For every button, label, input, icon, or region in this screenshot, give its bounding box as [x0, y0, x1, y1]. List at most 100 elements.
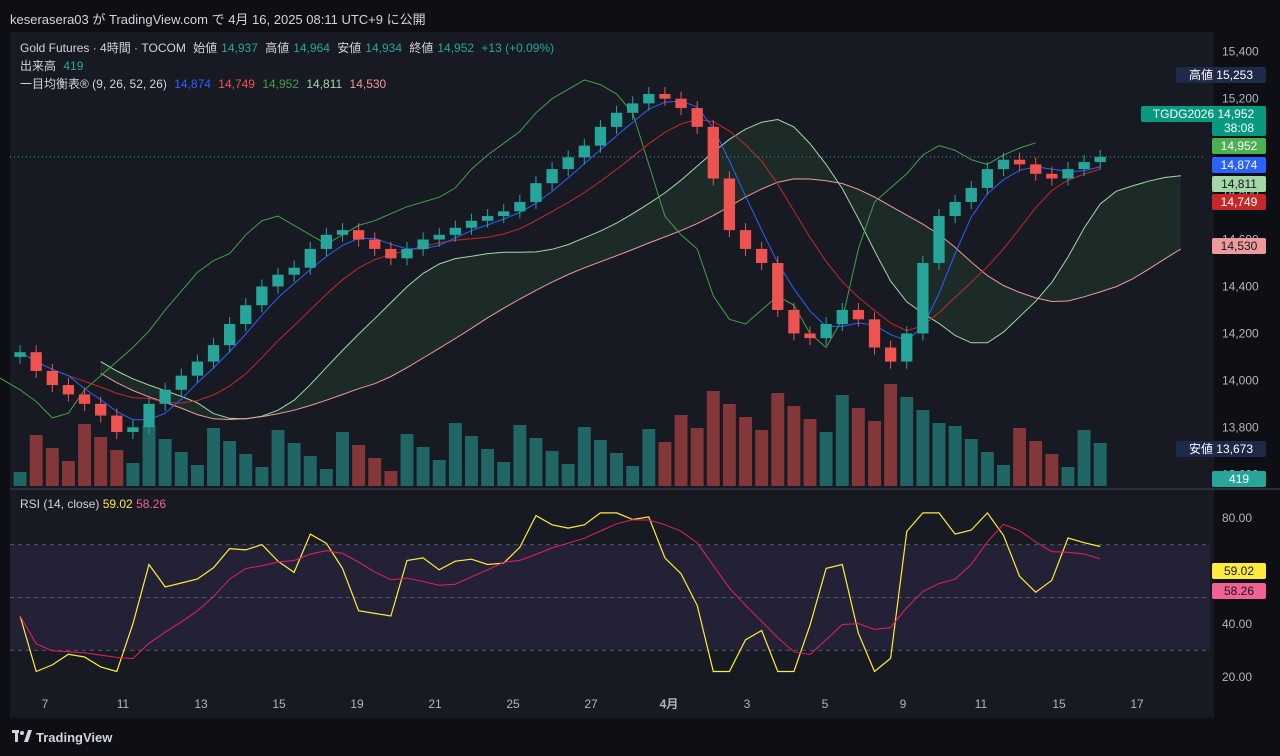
candle-body	[659, 93, 671, 99]
symbol-label[interactable]: Gold Futures · 4時間 · TOCOM	[20, 41, 186, 55]
time-tick-label: 11	[117, 697, 130, 711]
time-tick-label: 11	[975, 697, 988, 711]
kijun-value: 14,749	[218, 77, 255, 91]
candle-body	[62, 385, 75, 395]
volume-value: 419	[63, 59, 84, 73]
candle-body	[369, 239, 381, 249]
lagging-value: 14,952	[262, 77, 300, 91]
volume-bar	[174, 452, 188, 486]
rsi-ma-line	[19, 519, 1101, 660]
candle-body	[739, 230, 752, 249]
candle-body	[1046, 173, 1058, 179]
volume-bar	[239, 454, 253, 486]
candle-body	[336, 230, 349, 235]
top-bar: keserasera03 が TradingView.com で 4月 16, …	[0, 0, 1280, 32]
candle-body	[804, 333, 816, 339]
volume-bar	[884, 384, 898, 486]
volume-bar	[142, 426, 156, 486]
candle-body	[288, 267, 300, 275]
candle-body	[756, 248, 768, 263]
volume-bar	[835, 395, 849, 486]
candle-body	[159, 389, 171, 404]
price-tick-label: 13,800	[1222, 420, 1259, 434]
volume-bar	[481, 449, 495, 486]
volume-bar	[94, 437, 108, 486]
candle-body	[304, 248, 316, 268]
volume-bar	[916, 410, 930, 486]
candle-body	[707, 126, 719, 179]
candle-body	[514, 201, 526, 212]
time-tick-label: 3	[744, 697, 751, 711]
candle-body	[191, 361, 204, 376]
candle-body	[352, 230, 365, 240]
volume-bar	[642, 429, 656, 486]
candle-body	[627, 103, 639, 113]
candle-body	[223, 324, 236, 346]
candle-body	[836, 309, 848, 325]
time-tick-label: 21	[428, 697, 442, 711]
footer-brand[interactable]: TradingView	[36, 730, 113, 745]
volume-bar	[964, 439, 978, 486]
candle-body	[675, 98, 687, 109]
volume-bar	[755, 430, 769, 486]
ichimoku-legend[interactable]: 一目均衡表® (9, 26, 52, 26) 14,874 14,749 14,…	[20, 75, 390, 92]
volume-bar	[626, 466, 640, 486]
price-tag: 14,811	[1212, 176, 1266, 192]
ohlc-legend: Gold Futures · 4時間 · TOCOM 始値 14,937 高値 14…	[20, 39, 558, 56]
volume-bar	[223, 441, 237, 486]
volume-label: 出来高	[20, 59, 57, 73]
price-tag: 38:08	[1212, 120, 1266, 136]
candle-body	[498, 211, 510, 217]
volume-bar	[868, 421, 881, 486]
open-value: 14,937	[221, 41, 258, 55]
rsi-tag: 58.26	[1212, 583, 1266, 599]
candle-body	[1094, 156, 1106, 163]
candle-body	[820, 324, 832, 339]
rsi-line	[19, 511, 1101, 673]
volume-bar	[1077, 430, 1091, 486]
candle-body	[481, 216, 494, 221]
volume-bar	[980, 452, 994, 486]
candle-body	[1062, 169, 1074, 179]
rsi-tick-label: 20.00	[1222, 670, 1252, 684]
volume-bar	[287, 443, 301, 486]
ichimoku-label: 一目均衡表® (9, 26, 52, 26)	[20, 77, 167, 91]
tradingview-logo-icon[interactable]	[12, 730, 32, 743]
candle-body	[1030, 164, 1042, 174]
volume-bar	[513, 425, 527, 486]
volume-legend[interactable]: 出来高 419	[20, 57, 87, 74]
candle-body	[788, 309, 800, 334]
candle-body	[610, 112, 623, 127]
candle-body	[530, 183, 542, 202]
close-label: 終値	[409, 41, 434, 55]
volume-bar	[126, 463, 140, 486]
candle-body	[997, 159, 1010, 170]
rsi-tag: 59.02	[1212, 563, 1266, 579]
rsi-tick-label: 40.00	[1222, 617, 1252, 631]
volume-bar	[739, 417, 752, 486]
volume-bar	[497, 462, 511, 486]
span-b-value: 14,530	[349, 77, 387, 91]
time-tick-label: 5	[822, 697, 829, 711]
candle-body	[207, 345, 220, 362]
span-b-line	[100, 178, 1182, 421]
candle-body	[30, 352, 42, 371]
volume-bar	[803, 419, 817, 486]
candle-body	[143, 403, 155, 428]
time-tick-label: 27	[584, 697, 598, 711]
volume-bar	[352, 445, 366, 486]
candle-body	[320, 234, 333, 249]
chart-area[interactable]	[10, 32, 1214, 718]
candle-body	[884, 347, 897, 362]
rsi-legend[interactable]: RSI (14, close) 59.02 58.26	[20, 497, 166, 511]
price-tick-label: 14,200	[1222, 326, 1259, 340]
candle-body	[111, 415, 123, 433]
candle-body	[981, 169, 994, 188]
volume-bar	[465, 436, 478, 486]
candle-body	[965, 187, 977, 202]
candle-body	[546, 169, 558, 184]
volume-bar	[593, 440, 607, 486]
candle-body	[901, 333, 913, 362]
volume-bar	[110, 450, 124, 486]
